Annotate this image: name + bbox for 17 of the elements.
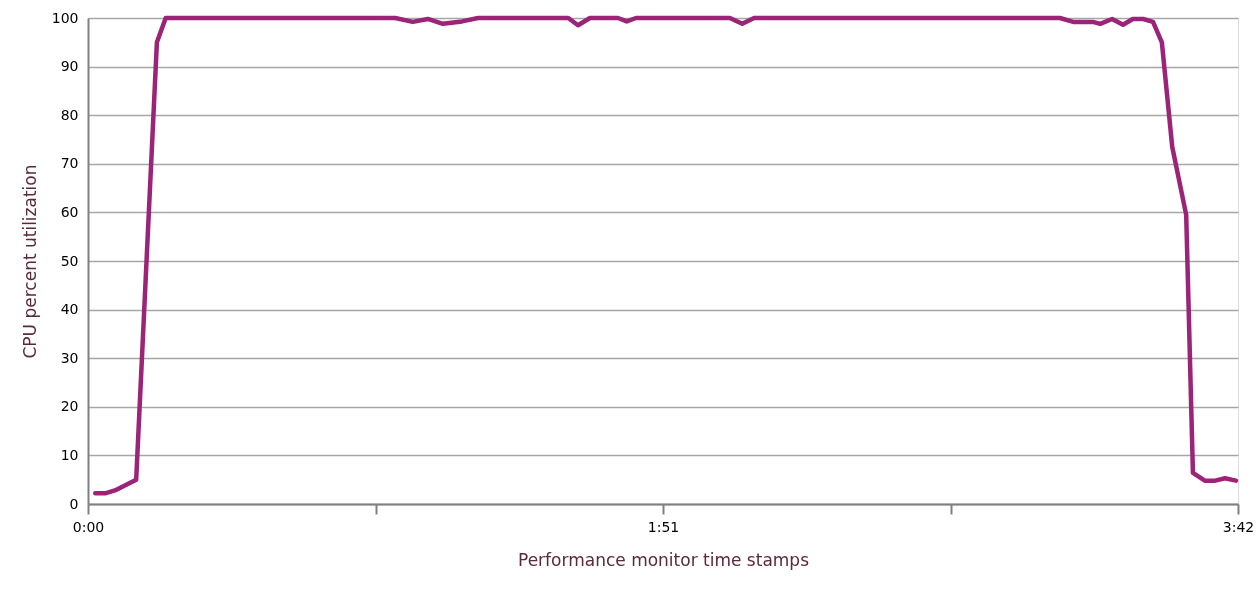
y-tick-label: 30 bbox=[60, 349, 79, 366]
y-tick-label: 70 bbox=[60, 155, 79, 172]
line-series bbox=[93, 15, 1239, 496]
y-tick-label: 100 bbox=[51, 9, 79, 26]
y-tick-label: 10 bbox=[60, 446, 79, 463]
y-tick-label: 40 bbox=[60, 301, 79, 318]
y-tick-label: 60 bbox=[60, 203, 79, 220]
y-tick-label: 80 bbox=[60, 106, 79, 123]
x-tick-label: 0:00 bbox=[72, 518, 105, 535]
y-tick-label: 90 bbox=[60, 58, 79, 75]
x-axis-title: Performance monitor time stamps bbox=[517, 549, 810, 570]
y-axis-title: CPU percent utilization bbox=[19, 164, 40, 359]
x-tick-label: 3:42 bbox=[1222, 518, 1255, 535]
y-tick-label: 20 bbox=[60, 398, 79, 415]
y-tick-label: 50 bbox=[60, 252, 79, 269]
y-tick-label: 0 bbox=[69, 495, 79, 512]
x-tick-label: 1:51 bbox=[647, 518, 680, 535]
